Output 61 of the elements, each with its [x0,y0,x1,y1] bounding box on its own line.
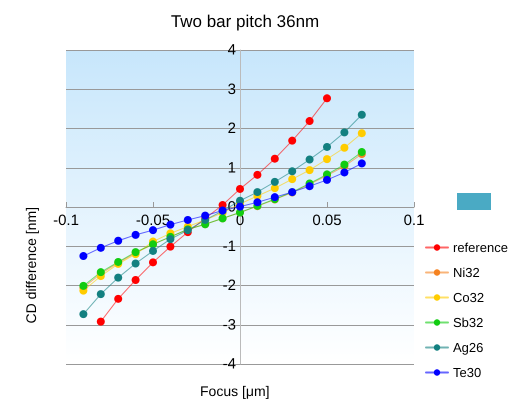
point [114,236,122,245]
point [270,178,279,186]
y-tick-label: 4 [228,42,236,58]
point [96,290,105,298]
point [358,159,366,168]
point [288,167,296,176]
point [270,154,279,163]
point [253,198,262,206]
point [201,212,210,220]
chart-title: Two bar pitch 36nm [170,12,320,31]
legend-label: reference [453,240,508,255]
point [114,294,122,303]
point [96,244,105,252]
legend-label: Te30 [453,365,482,380]
point [132,230,140,239]
legend-label: Ag26 [453,340,484,355]
point [132,260,140,268]
point [358,110,366,119]
point [306,117,314,126]
point [184,216,192,224]
point [166,242,174,251]
point [253,170,262,179]
point [340,144,348,152]
y-tick-label: -2 [222,277,236,294]
y-axis-title: CD difference [nm] [23,206,39,324]
x-axis-title: Focus [μm] [200,383,270,399]
point [323,94,331,102]
point [323,176,331,184]
y-tick-label: 3 [228,80,236,98]
point [166,235,174,244]
point [79,310,88,318]
point [149,246,157,255]
point [114,274,122,282]
point [288,136,296,145]
point [132,276,140,284]
y-tick-label: 1 [228,159,236,176]
point [149,258,157,266]
point [323,142,331,151]
point [288,175,296,184]
legend-label: Co32 [453,290,484,305]
point [96,318,105,326]
y-tick-label: -1 [222,238,236,255]
point [306,166,314,174]
y-tick-label: -3 [222,316,236,334]
legend-label: Sb32 [453,315,484,330]
x-tick-label: -0.1 [53,212,79,229]
point [358,129,366,138]
point [253,188,262,196]
point [79,252,88,260]
legend-label: Ni32 [453,265,480,280]
point [236,202,244,211]
point [340,128,348,136]
x-tick-label: 0.05 [312,212,342,229]
y-tick-label: -4 [222,356,236,372]
y-tick-label: 2 [228,120,236,137]
point [236,184,244,193]
point [306,156,314,164]
point [323,155,331,164]
x-tick-label: 0.1 [404,212,424,229]
point [149,226,157,234]
point [340,168,348,176]
